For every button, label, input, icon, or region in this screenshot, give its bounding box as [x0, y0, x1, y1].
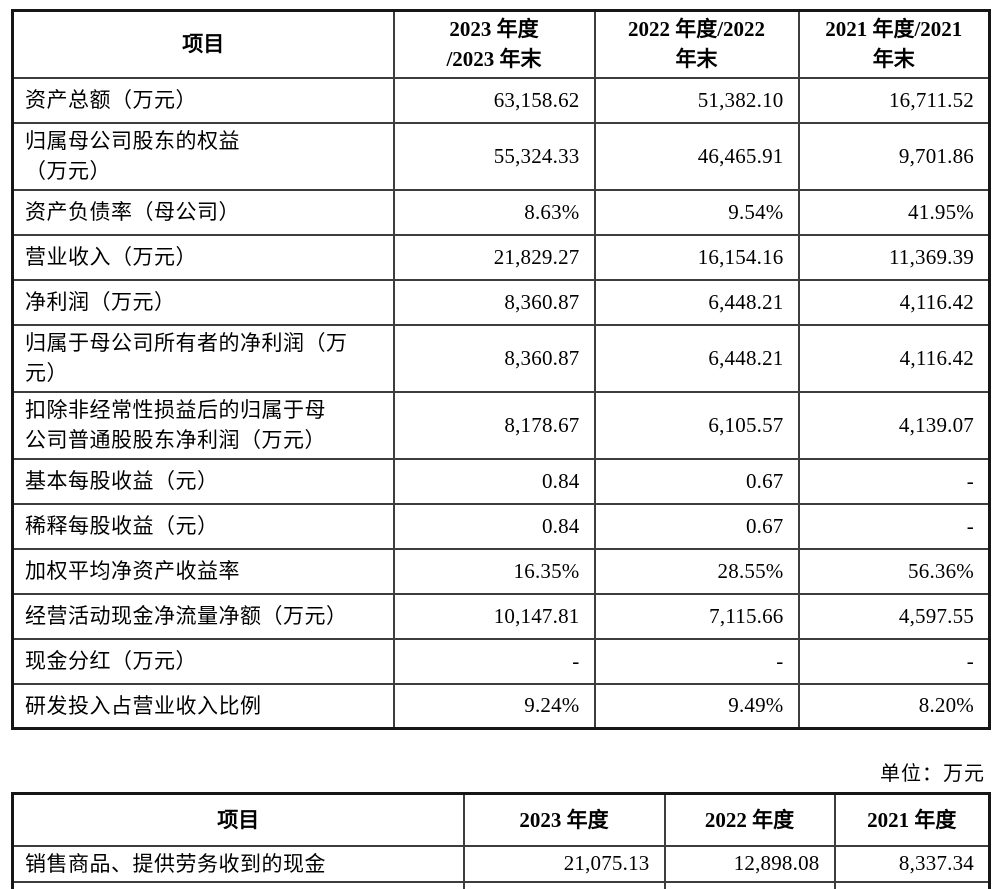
- cell-value: 8,360.87: [392, 278, 596, 326]
- cell-value: 4,116.42: [797, 278, 991, 326]
- cell-value: 16,154.16: [593, 233, 800, 281]
- row-label: 基本每股收益（元）: [11, 457, 395, 505]
- cell-value: 21,075.13: [462, 844, 666, 883]
- cell-value: 0.67: [593, 502, 800, 550]
- row-label: 归属于母公司所有者的净利润（万 元）: [11, 323, 395, 393]
- key-financials-table: 项目 2023 年度 /2023 年末 2022 年度/2022 年末 2021…: [11, 9, 991, 730]
- cell-value: 56.36%: [797, 547, 991, 595]
- column-header-2021: 2021 年度/2021 年末: [797, 9, 991, 79]
- cell-value: 4,139.07: [797, 390, 991, 460]
- row-label: 净利润（万元）: [11, 278, 395, 326]
- cell-value: 8,337.34: [833, 844, 991, 883]
- row-label: 研发投入占营业收入比例: [11, 682, 395, 730]
- cell-value: 55,324.33: [392, 121, 596, 191]
- empty-cell: [833, 880, 991, 889]
- empty-cell: [462, 880, 666, 889]
- cell-value: 0.67: [593, 457, 800, 505]
- cell-value: 8.20%: [797, 682, 991, 730]
- cell-value: 6,105.57: [593, 390, 800, 460]
- cell-value: 51,382.10: [593, 76, 800, 124]
- cell-value: 7,115.66: [593, 592, 800, 640]
- table-header-row: 项目 2023 年度 /2023 年末 2022 年度/2022 年末 2021…: [11, 9, 991, 79]
- cell-value: 9.54%: [593, 188, 800, 236]
- cell-value: 12,898.08: [663, 844, 836, 883]
- table-row: 加权平均净资产收益率 16.35% 28.55% 56.36%: [11, 547, 991, 595]
- cell-value: 16.35%: [392, 547, 596, 595]
- row-label: 经营活动现金净流量净额（万元）: [11, 592, 395, 640]
- row-label: 资产负债率（母公司）: [11, 188, 395, 236]
- cell-value: -: [392, 637, 596, 685]
- cell-value: 0.84: [392, 502, 596, 550]
- cell-value: 9,701.86: [797, 121, 991, 191]
- unit-label: 单位：万元: [880, 763, 985, 785]
- cell-value: -: [797, 502, 991, 550]
- column-header-2022: 2022 年度: [663, 792, 836, 847]
- table-row: 研发投入占营业收入比例 9.24% 9.49% 8.20%: [11, 682, 991, 730]
- row-label: 销售商品、提供劳务收到的现金: [11, 844, 465, 883]
- cash-flow-table: 项目 2023 年度 2022 年度 2021 年度 销售商品、提供劳务收到的现…: [11, 792, 991, 889]
- cell-value: 10,147.81: [392, 592, 596, 640]
- column-header-2022: 2022 年度/2022 年末: [593, 9, 800, 79]
- cell-value: 9.24%: [392, 682, 596, 730]
- table-row: 资产总额（万元） 63,158.62 51,382.10 16,711.52: [11, 76, 991, 124]
- cell-value: 9.49%: [593, 682, 800, 730]
- cell-value: 21,829.27: [392, 233, 596, 281]
- cell-value: 8.63%: [392, 188, 596, 236]
- cell-value: 6,448.21: [593, 323, 800, 393]
- cell-value: 16,711.52: [797, 76, 991, 124]
- cell-value: 8,360.87: [392, 323, 596, 393]
- empty-cell: [11, 880, 465, 889]
- column-header-2023: 2023 年度: [462, 792, 666, 847]
- cell-value: 11,369.39: [797, 233, 991, 281]
- cell-value: 4,116.42: [797, 323, 991, 393]
- table-row: 现金分红（万元） - - -: [11, 637, 991, 685]
- cell-value: 8,178.67: [392, 390, 596, 460]
- table-row: 归属于母公司所有者的净利润（万 元） 8,360.87 6,448.21 4,116.…: [11, 323, 991, 393]
- table-row: 归属母公司股东的权益 （万元） 55,324.33 46,465.91 9,701.8…: [11, 121, 991, 191]
- column-header-2023: 2023 年度 /2023 年末: [392, 9, 596, 79]
- cell-value: -: [797, 637, 991, 685]
- table-row: 经营活动现金净流量净额（万元） 10,147.81 7,115.66 4,597.55: [11, 592, 991, 640]
- cell-value: 4,597.55: [797, 592, 991, 640]
- row-label: 扣除非经常性损益后的归属于母 公司普通股股东净利润（万元）: [11, 390, 395, 460]
- row-label: 归属母公司股东的权益 （万元）: [11, 121, 395, 191]
- cell-value: 46,465.91: [593, 121, 800, 191]
- table-row: 净利润（万元） 8,360.87 6,448.21 4,116.42: [11, 278, 991, 326]
- table-row-clipped: [11, 880, 991, 889]
- table-row: 基本每股收益（元） 0.84 0.67-: [11, 457, 991, 505]
- empty-cell: [663, 880, 836, 889]
- row-label: 现金分红（万元）: [11, 637, 395, 685]
- table-row: 扣除非经常性损益后的归属于母 公司普通股股东净利润（万元） 8,178.67 6,1…: [11, 390, 991, 460]
- table-row: 稀释每股收益（元） 0.84 0.67-: [11, 502, 991, 550]
- table-row: 销售商品、提供劳务收到的现金 21,075.13 12,898.08 8,337.34: [11, 844, 991, 883]
- cell-value: -: [593, 637, 800, 685]
- cell-value: 41.95%: [797, 188, 991, 236]
- column-header-item: 项目: [11, 9, 395, 79]
- table-row: 资产负债率（母公司） 8.63% 9.54% 41.95%: [11, 188, 991, 236]
- cell-value: 0.84: [392, 457, 596, 505]
- column-header-item: 项目: [11, 792, 465, 847]
- row-label: 资产总额（万元）: [11, 76, 395, 124]
- row-label: 加权平均净资产收益率: [11, 547, 395, 595]
- row-label: 营业收入（万元）: [11, 233, 395, 281]
- table-header-row: 项目 2023 年度 2022 年度 2021 年度: [11, 792, 991, 847]
- cell-value: 28.55%: [593, 547, 800, 595]
- cell-value: 6,448.21: [593, 278, 800, 326]
- column-header-2021: 2021 年度: [833, 792, 991, 847]
- cell-value: -: [797, 457, 991, 505]
- row-label: 稀释每股收益（元）: [11, 502, 395, 550]
- table-row: 营业收入（万元） 21,829.27 16,154.16 11,369.39: [11, 233, 991, 281]
- cell-value: 63,158.62: [392, 76, 596, 124]
